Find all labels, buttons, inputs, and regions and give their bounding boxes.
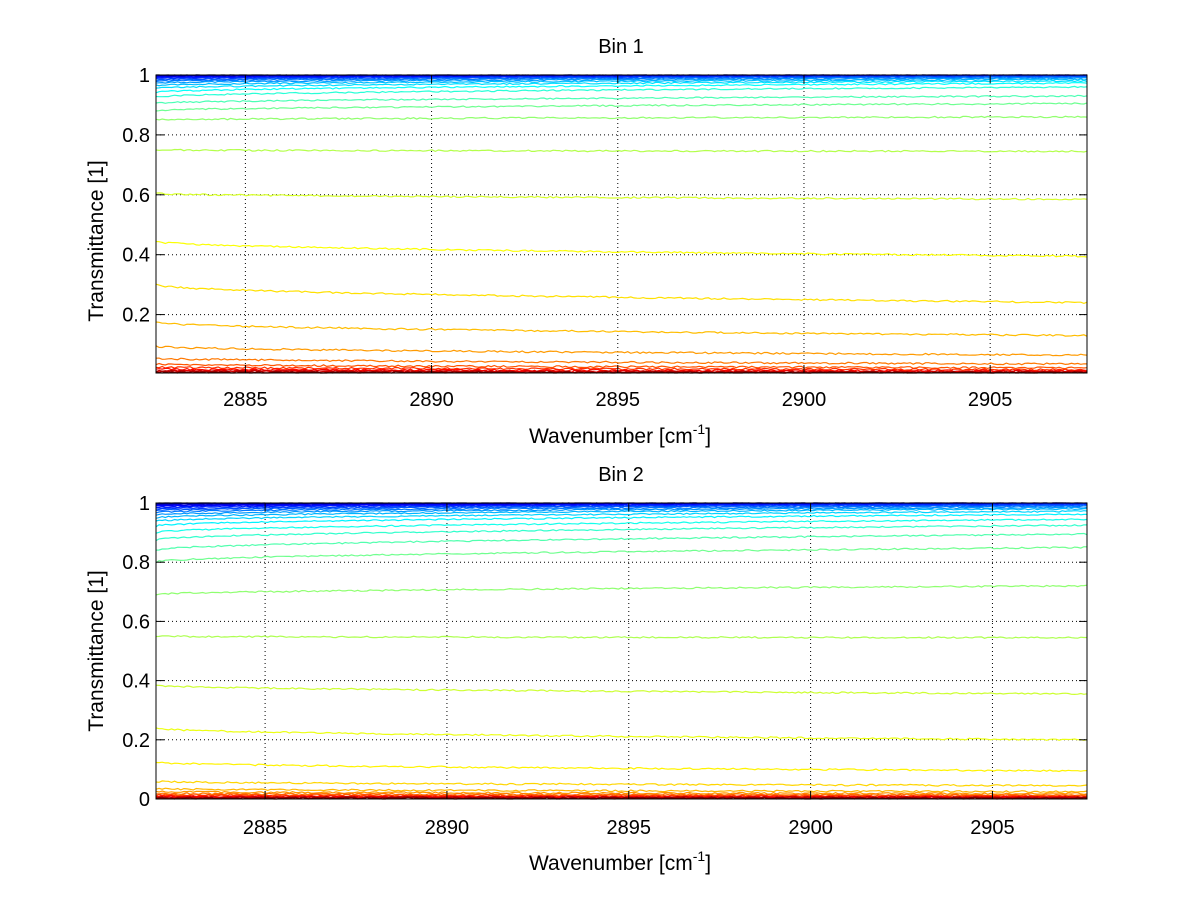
y-tick-label: 0.6 bbox=[122, 185, 150, 207]
x-axis-label-base: Wavenumber [cm bbox=[529, 852, 693, 875]
x-tick-labels: 2885 2890 2895 2900 2905 bbox=[223, 389, 1012, 411]
series-line-11 bbox=[155, 79, 1088, 89]
x-tick-label: 2885 bbox=[223, 389, 268, 411]
series-line-14 bbox=[155, 94, 1088, 104]
series-line-22 bbox=[155, 761, 1088, 773]
series-line-21 bbox=[155, 727, 1088, 741]
series-line-15 bbox=[155, 102, 1088, 112]
chart-title: Bin 1 bbox=[598, 36, 644, 58]
x-tick-label: 2895 bbox=[596, 389, 641, 411]
x-tick-label: 2895 bbox=[607, 817, 652, 839]
x-tick-label: 2900 bbox=[782, 389, 827, 411]
series-line-20 bbox=[155, 283, 1088, 305]
x-axis-label-superscript: -1 bbox=[693, 848, 706, 864]
x-axis-label-end: ] bbox=[705, 852, 711, 875]
x-axis-label: Wavenumber [cm-1] bbox=[529, 848, 711, 875]
series-line-23 bbox=[155, 357, 1088, 366]
series-line-21 bbox=[155, 321, 1088, 337]
chart-title: Bin 2 bbox=[598, 464, 644, 486]
series-line-8 bbox=[155, 76, 1088, 83]
tick-marks bbox=[156, 74, 1087, 373]
y-tick-labels: 0 0.2 0.4 0.6 0.8 1 bbox=[122, 493, 150, 811]
subplot-bin-2: Bin 2 2885 2890 2895 2900 2905 0 0.2 0.4 0.6 0.8… bbox=[85, 464, 1088, 875]
series-line-24 bbox=[155, 787, 1088, 794]
series-line-16 bbox=[155, 532, 1088, 551]
series-line-15 bbox=[155, 524, 1088, 542]
series-line-24 bbox=[155, 362, 1088, 370]
y-axis-label: Transmittance [1] bbox=[85, 570, 108, 731]
series-line-10 bbox=[155, 78, 1088, 87]
x-tick-label: 2905 bbox=[968, 389, 1013, 411]
x-axis-label: Wavenumber [cm-1] bbox=[529, 421, 711, 448]
series-line-18 bbox=[155, 192, 1088, 201]
grid bbox=[156, 75, 1087, 373]
y-tick-labels: 0.2 0.4 0.6 0.8 1 bbox=[122, 65, 150, 327]
series-line-17 bbox=[155, 546, 1088, 564]
x-axis-label-superscript: -1 bbox=[693, 421, 706, 437]
x-tick-label: 2905 bbox=[970, 817, 1015, 839]
series-line-17 bbox=[155, 148, 1088, 153]
grid bbox=[156, 503, 1087, 799]
series-line-23 bbox=[155, 780, 1088, 787]
y-tick-label: 0 bbox=[139, 789, 150, 811]
y-tick-label: 0.4 bbox=[122, 671, 150, 693]
series-line-9 bbox=[155, 505, 1088, 514]
x-tick-label: 2900 bbox=[788, 817, 833, 839]
x-tick-labels: 2885 2890 2895 2900 2905 bbox=[243, 817, 1015, 839]
series-line-28 bbox=[155, 369, 1088, 374]
y-tick-label: 1 bbox=[139, 65, 150, 87]
subplot-bin-1: Bin 1 2885 2890 2895 2900 2905 0.2 0.4 0.6 0.8 1… bbox=[85, 36, 1088, 448]
series-line-11 bbox=[155, 507, 1088, 519]
y-tick-label: 0.8 bbox=[122, 125, 150, 147]
y-tick-label: 0.4 bbox=[122, 245, 150, 267]
series-line-13 bbox=[155, 85, 1088, 98]
y-axis-label: Transmittance [1] bbox=[85, 160, 108, 321]
series-line-20 bbox=[155, 684, 1088, 696]
series-line-12 bbox=[155, 81, 1088, 94]
series-line-10 bbox=[155, 506, 1088, 516]
series-line-22 bbox=[155, 345, 1088, 357]
y-tick-label: 0.2 bbox=[122, 305, 150, 327]
series-line-18 bbox=[155, 584, 1088, 596]
plot-frame bbox=[155, 502, 1088, 800]
y-tick-label: 0.8 bbox=[122, 552, 150, 574]
series-line-16 bbox=[155, 115, 1088, 121]
x-tick-label: 2890 bbox=[409, 389, 454, 411]
series-line-12 bbox=[155, 510, 1088, 522]
x-tick-label: 2890 bbox=[425, 817, 470, 839]
tick-marks bbox=[156, 502, 1087, 800]
series-line-19 bbox=[155, 635, 1087, 639]
plot-frame bbox=[155, 74, 1088, 374]
y-tick-label: 1 bbox=[139, 493, 150, 515]
series-line-19 bbox=[155, 240, 1088, 258]
series-line-25 bbox=[155, 365, 1088, 372]
x-axis-label-end: ] bbox=[705, 425, 711, 448]
series-line-14 bbox=[155, 518, 1088, 534]
series-line-13 bbox=[155, 513, 1087, 528]
x-tick-label: 2885 bbox=[243, 817, 288, 839]
y-tick-label: 0.6 bbox=[122, 611, 150, 633]
y-tick-label: 0.2 bbox=[122, 730, 150, 752]
x-axis-label-base: Wavenumber [cm bbox=[529, 425, 693, 448]
